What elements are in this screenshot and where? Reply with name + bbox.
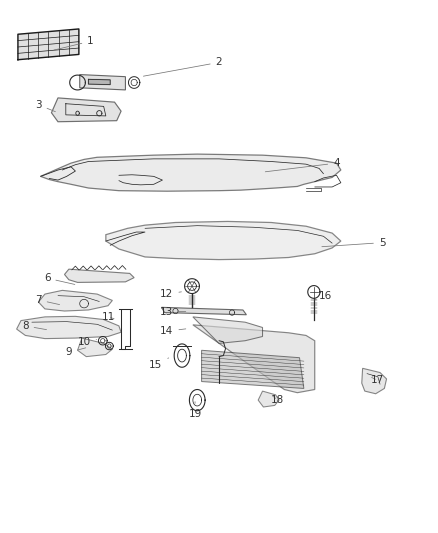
Text: 9: 9 xyxy=(66,348,86,358)
Text: 18: 18 xyxy=(271,395,284,405)
Text: 16: 16 xyxy=(315,290,332,301)
Text: 10: 10 xyxy=(78,337,96,347)
Text: 15: 15 xyxy=(149,358,169,369)
Text: 3: 3 xyxy=(35,100,55,112)
Polygon shape xyxy=(64,269,134,282)
Polygon shape xyxy=(39,290,113,311)
Polygon shape xyxy=(41,154,341,191)
Polygon shape xyxy=(80,75,125,90)
Polygon shape xyxy=(78,338,113,357)
Text: 12: 12 xyxy=(160,289,181,299)
Text: 1: 1 xyxy=(54,36,94,50)
Text: 11: 11 xyxy=(101,312,115,322)
Polygon shape xyxy=(258,391,279,407)
Text: 14: 14 xyxy=(160,326,186,336)
Polygon shape xyxy=(106,221,341,260)
Polygon shape xyxy=(362,368,387,394)
Polygon shape xyxy=(18,29,79,60)
Text: 13: 13 xyxy=(160,306,186,317)
Text: 6: 6 xyxy=(44,273,75,285)
Polygon shape xyxy=(17,317,121,338)
Polygon shape xyxy=(51,98,121,122)
Polygon shape xyxy=(193,317,262,343)
Polygon shape xyxy=(201,350,304,389)
Text: 8: 8 xyxy=(22,321,46,331)
Text: 5: 5 xyxy=(322,238,385,248)
Text: 4: 4 xyxy=(265,158,340,172)
Text: 7: 7 xyxy=(35,295,60,305)
Text: 2: 2 xyxy=(143,58,223,76)
Polygon shape xyxy=(193,325,315,393)
Text: 19: 19 xyxy=(188,402,201,419)
Polygon shape xyxy=(88,79,110,85)
Text: 17: 17 xyxy=(371,375,385,385)
Polygon shape xyxy=(162,308,247,315)
